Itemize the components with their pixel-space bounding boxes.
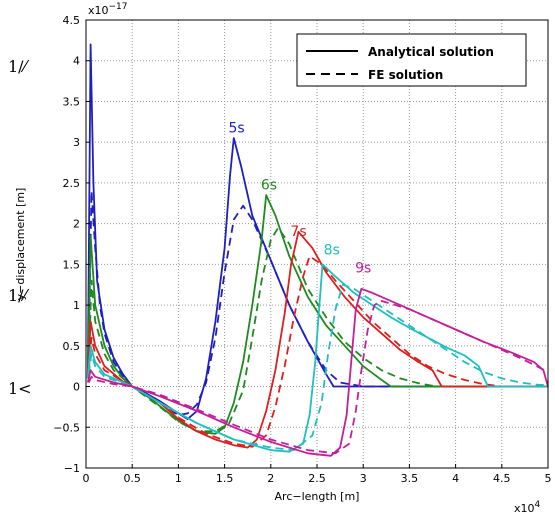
y-tick-label: 1 [73, 299, 80, 312]
x-tick-label: 2 [267, 472, 274, 485]
legend-fe: FE solution [368, 68, 443, 82]
y-tick-label: −0.5 [53, 421, 80, 434]
y-tick-label: 0 [73, 381, 80, 394]
margin-note-2: 1/⁄ [8, 286, 30, 305]
y-tick-label: 3 [73, 136, 80, 149]
series-label-5s: 5s [229, 120, 245, 136]
y-tick-label: −1 [64, 462, 80, 475]
y-tick-label: 0.5 [63, 340, 81, 353]
series-label-6s: 6s [261, 177, 277, 193]
ticks: 0 0.5 1 1.5 2 2.5 3 3.5 4 4.5 5 −1 −0.5 0 0.5 1 1.5 2 2.5 3… [53, 14, 551, 485]
x-tick-label: 1.5 [216, 472, 234, 485]
y-tick-label: 1.5 [63, 258, 81, 271]
x-tick-label: 0.5 [123, 472, 141, 485]
legend: Analytical solution FE solution [296, 33, 527, 87]
series-label-7s: 7s [290, 224, 306, 240]
y-axis-label: y−displacement [m] [14, 188, 27, 301]
series-8s-analytical-line [86, 263, 548, 453]
series-labels: 5s 6s 7s 8s 9s [229, 120, 372, 276]
x-exponent: x104 [514, 500, 541, 515]
y-tick-label: 2.5 [63, 177, 81, 190]
y-tick-label: 2 [73, 218, 80, 231]
x-tick-label: 4 [452, 472, 459, 485]
series-label-8s: 8s [324, 243, 340, 259]
x-tick-label: 5 [545, 472, 552, 485]
margin-note-3: 1< [8, 379, 32, 398]
x-tick-label: 0 [83, 472, 90, 485]
series-9s-analytical-line [86, 287, 549, 457]
x-tick-label: 3 [360, 472, 367, 485]
series-group [86, 43, 549, 457]
series-8s-fe-line [87, 283, 548, 452]
x-tick-label: 2.5 [308, 472, 326, 485]
x-axis-label: Arc−length [m] [275, 490, 360, 503]
series-7s-fe-line [87, 255, 548, 448]
series-6s-fe-line [87, 226, 548, 433]
legend-analytical: Analytical solution [368, 45, 494, 59]
x-tick-label: 4.5 [493, 472, 511, 485]
y-tick-label: 3.5 [63, 95, 81, 108]
legend-box [296, 33, 527, 87]
y-tick-label: 4.5 [63, 14, 81, 27]
y-tick-label: 4 [73, 55, 80, 68]
y-exponent: x10−17 [88, 2, 128, 17]
x-tick-label: 3.5 [401, 472, 419, 485]
x-tick-label: 1 [175, 472, 182, 485]
margin-note-1: 1/⁄ [8, 57, 30, 76]
series-label-9s: 9s [355, 261, 371, 277]
series-6s-analytical-line [86, 194, 548, 435]
